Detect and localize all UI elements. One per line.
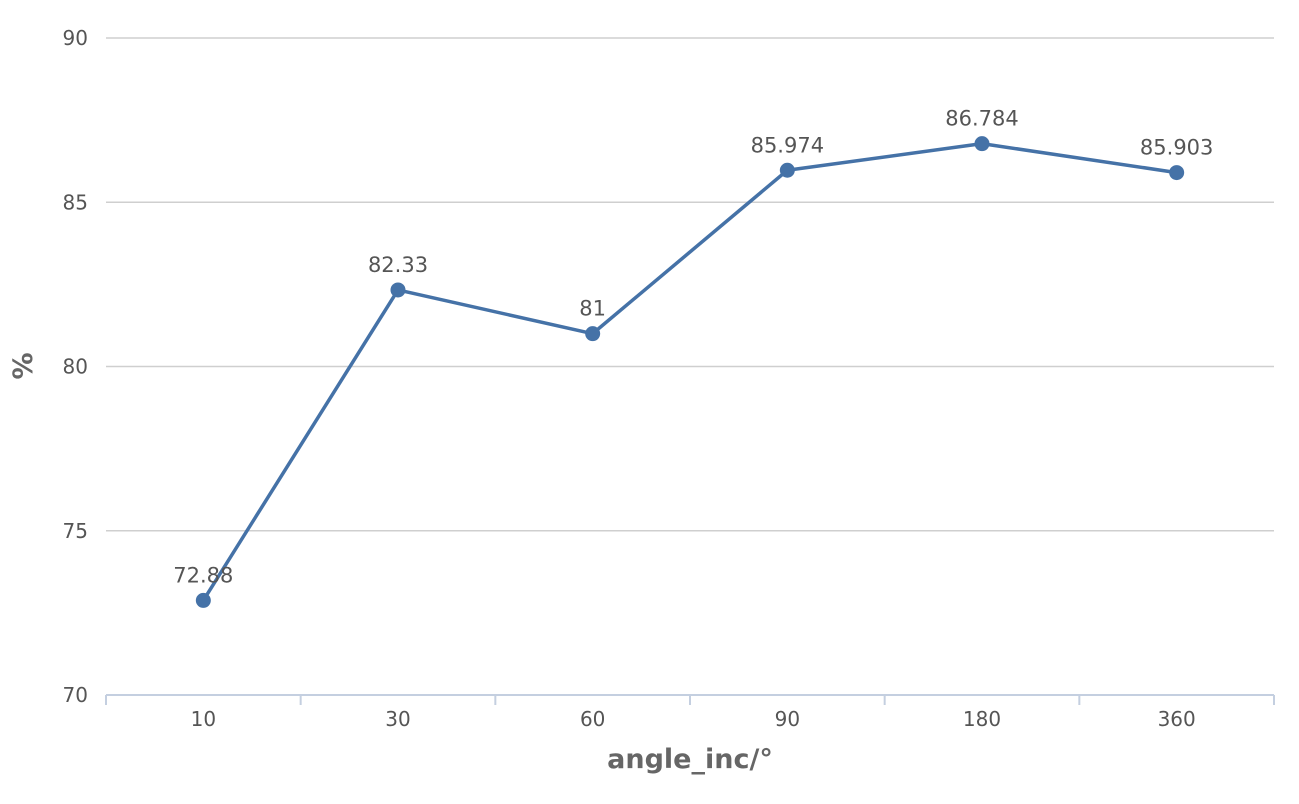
x-axis-tick-labels: 10 30 60 90 180 360: [191, 707, 1196, 731]
data-point: [390, 282, 406, 298]
y-axis-title: %: [8, 352, 39, 379]
x-axis: [105, 694, 1275, 705]
data-point: [195, 592, 211, 608]
data-point: [779, 162, 795, 178]
data-label: 82.33: [368, 253, 428, 277]
data-point: [974, 136, 990, 152]
x-tick-label: 180: [963, 707, 1001, 731]
series-group: [201, 141, 1179, 603]
x-tick-label: 60: [580, 707, 605, 731]
x-tick-label: 90: [775, 707, 800, 731]
data-labels: 72.88 82.33 81 85.974 86.784 85.903: [173, 107, 1213, 588]
data-points: [195, 136, 1185, 608]
data-label: 81: [579, 297, 606, 321]
x-tick-label: 10: [191, 707, 216, 731]
y-gridlines: [106, 37, 1274, 532]
data-point: [585, 326, 601, 342]
y-tick-label: 85: [63, 190, 88, 214]
data-label: 85.974: [751, 133, 824, 157]
data-label: 86.784: [945, 107, 1018, 131]
y-tick-label: 70: [63, 683, 88, 707]
data-label: 72.88: [173, 563, 233, 587]
data-point: [1169, 165, 1185, 181]
x-tick-label: 30: [385, 707, 410, 731]
data-label: 85.903: [1140, 136, 1213, 160]
y-tick-label: 80: [63, 355, 88, 379]
x-axis-title: angle_inc/°: [607, 744, 773, 775]
x-tick-label: 360: [1158, 707, 1196, 731]
series-line: [201, 141, 1179, 603]
y-tick-label: 75: [63, 519, 88, 543]
y-axis-tick-labels: 70 75 80 85 90: [63, 26, 88, 707]
y-tick-label: 90: [63, 26, 88, 50]
